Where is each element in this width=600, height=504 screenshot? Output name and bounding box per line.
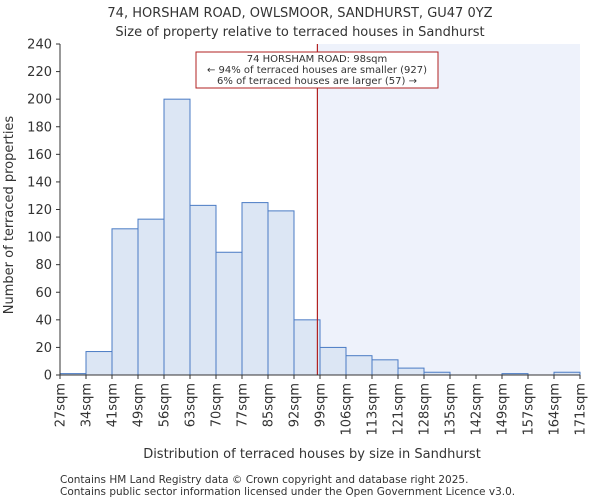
x-tick-label-157sqm: 157sqm xyxy=(522,383,537,436)
y-tick-label: 140 xyxy=(27,175,52,190)
x-tick-label-113sqm: 113sqm xyxy=(366,383,381,436)
y-tick-label: 240 xyxy=(27,38,52,53)
y-tick-label: 80 xyxy=(35,258,52,273)
x-tick-label-164sqm: 164sqm xyxy=(548,383,563,436)
x-tick-label-142sqm: 142sqm xyxy=(470,383,485,436)
y-axis-label: Number of terraced properties xyxy=(2,116,17,315)
x-tick-label-128sqm: 128sqm xyxy=(418,383,433,436)
bar-34sqm xyxy=(85,351,113,376)
x-tick-label-106sqm: 106sqm xyxy=(340,383,355,436)
bar-85sqm xyxy=(267,210,295,376)
bar-77sqm xyxy=(241,202,269,376)
bar-63sqm xyxy=(189,204,217,376)
y-tick-label: 160 xyxy=(27,148,52,163)
x-tick-label-49sqm: 49sqm xyxy=(132,383,147,427)
x-tick-label-171sqm: 171sqm xyxy=(574,383,589,436)
y-tick-label: 60 xyxy=(35,286,52,301)
x-tick-label-63sqm: 63sqm xyxy=(184,383,199,427)
bar-56sqm xyxy=(163,98,191,376)
x-axis-label: Distribution of terraced houses by size … xyxy=(143,447,481,462)
bar-70sqm xyxy=(215,251,243,376)
annotation-line-2: ← 94% of terraced houses are smaller (92… xyxy=(207,65,427,76)
bar-99sqm xyxy=(319,346,347,376)
x-tick-label-70sqm: 70sqm xyxy=(210,383,225,427)
x-tick-label-135sqm: 135sqm xyxy=(444,383,459,436)
bars-layer xyxy=(59,98,581,376)
bar-92sqm xyxy=(293,319,321,376)
x-tick-label-92sqm: 92sqm xyxy=(288,383,303,427)
x-tick-label-27sqm: 27sqm xyxy=(54,383,69,427)
x-tick-label-77sqm: 77sqm xyxy=(236,383,251,427)
x-tick-label-149sqm: 149sqm xyxy=(496,383,511,436)
annotation-line-1: 74 HORSHAM ROAD: 98sqm xyxy=(247,54,388,65)
x-tick-label-121sqm: 121sqm xyxy=(392,383,407,436)
bar-41sqm xyxy=(111,228,139,376)
annotation-line-3: 6% of terraced houses are larger (57) → xyxy=(217,76,417,87)
y-ticks: 0 20 40 60 80 100 120 140 160 180 200 220 240 xyxy=(27,38,60,384)
y-tick-label: 0 xyxy=(44,369,52,384)
larger-properties-region xyxy=(317,44,580,375)
bar-113sqm xyxy=(371,359,399,376)
y-tick-label: 200 xyxy=(27,93,52,108)
y-tick-label: 20 xyxy=(35,341,52,356)
x-tick-label-34sqm: 34sqm xyxy=(80,383,95,427)
chart-subtitle: Size of property relative to terraced ho… xyxy=(115,25,484,40)
y-tick-label: 220 xyxy=(27,65,52,80)
y-tick-label: 120 xyxy=(27,203,52,218)
y-tick-label: 180 xyxy=(27,120,52,135)
bar-49sqm xyxy=(137,218,165,376)
chart-title: 74, HORSHAM ROAD, OWLSMOOR, SANDHURST, G… xyxy=(107,6,492,21)
x-tick-label-56sqm: 56sqm xyxy=(158,383,173,427)
x-tick-label-85sqm: 85sqm xyxy=(262,383,277,427)
bar-121sqm xyxy=(397,367,425,376)
annotation-border xyxy=(195,51,439,89)
y-tick-label: 100 xyxy=(27,231,52,246)
x-tick-label-99sqm: 99sqm xyxy=(314,383,329,427)
footer-line-1: Contains HM Land Registry data © Crown c… xyxy=(60,474,468,486)
annotation-box: 74 HORSHAM ROAD: 98sqm ← 94% of terraced… xyxy=(195,51,439,89)
bar-106sqm xyxy=(345,355,373,376)
x-tick-label-41sqm: 41sqm xyxy=(106,383,121,427)
x-ticks: 27sqm 34sqm 41sqm 49sqm 56sqm 63sqm 70sqm 77sqm… xyxy=(54,375,589,436)
y-tick-label: 40 xyxy=(35,313,52,328)
footer-line-2: Contains public sector information licen… xyxy=(60,486,515,498)
